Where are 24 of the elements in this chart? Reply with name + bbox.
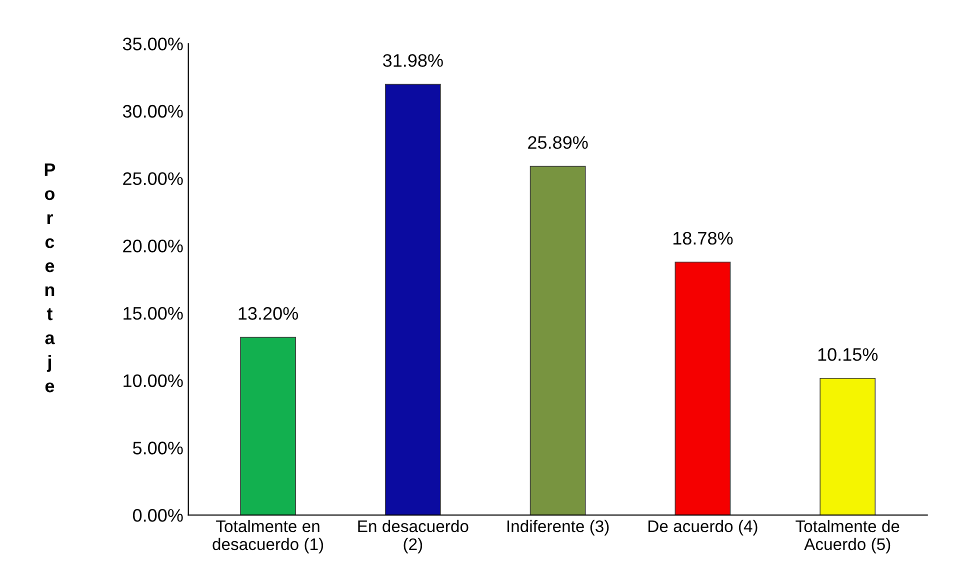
y-tick-label: 20.00% — [123, 240, 183, 252]
y-tick-label: 30.00% — [122, 104, 183, 118]
bar — [820, 378, 876, 516]
bar — [240, 336, 296, 516]
x-tick-label: Indiferente (3) — [507, 520, 609, 536]
data-label: 18.78% — [673, 232, 733, 245]
x-tick-label: En desacuerdo (2) — [358, 520, 468, 554]
text: Porcentaje — [44, 163, 56, 392]
y-tick-label: 15.00% — [124, 306, 183, 320]
x-tick-label: Totalmente de Acuerdo (5) — [796, 520, 900, 554]
x-tick-label: De acuerdo (4) — [648, 520, 758, 536]
y-tick-label: 25.00% — [123, 172, 183, 186]
bar — [674, 262, 731, 516]
data-label: 31.98% — [383, 54, 443, 67]
data-label: 13.20% — [238, 307, 298, 320]
bar — [384, 84, 441, 516]
y-tick-label: 35.00% — [122, 38, 183, 50]
data-label: 25.89% — [528, 136, 588, 149]
y-tick-label: 10.00% — [124, 374, 183, 388]
x-tick-label: Totalmente en desacuerdo (1) — [212, 520, 324, 554]
y-tick-label: 0.00% — [132, 509, 183, 522]
bar — [530, 166, 586, 516]
y-tick-label: 5.00% — [133, 442, 183, 454]
data-label: 10.15% — [818, 348, 878, 361]
